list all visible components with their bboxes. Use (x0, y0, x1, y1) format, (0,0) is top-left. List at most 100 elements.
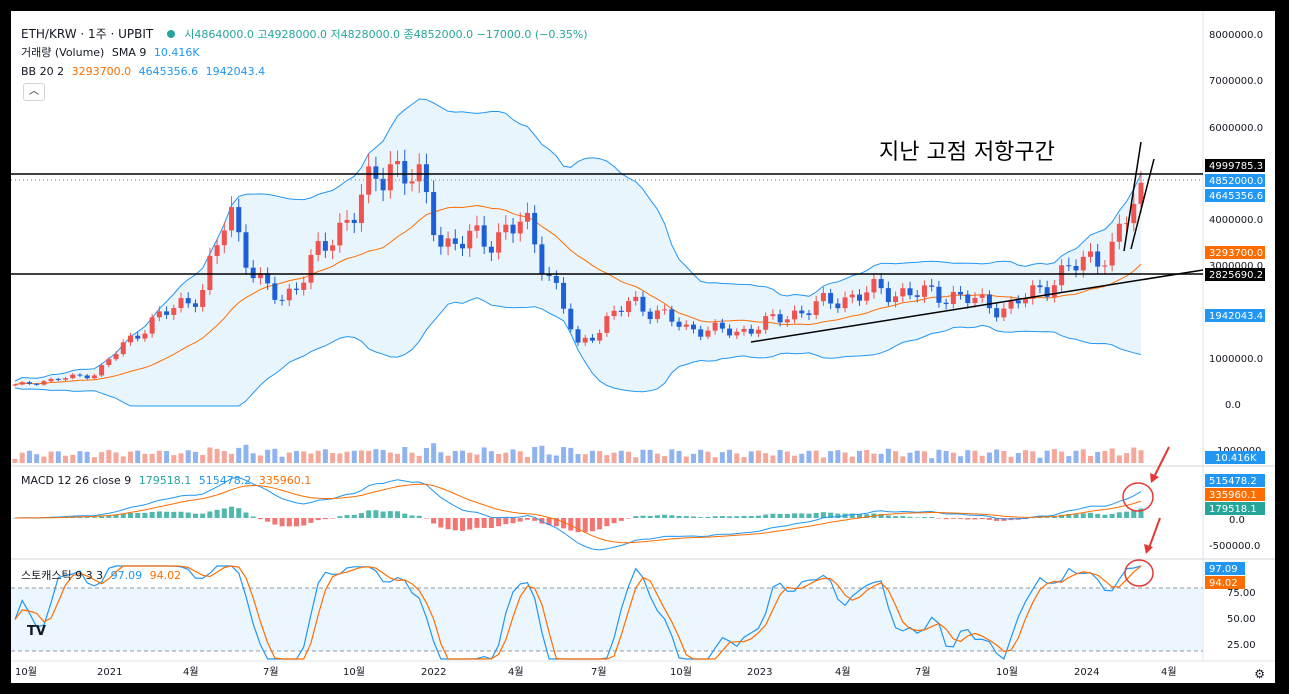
time-axis[interactable]: 10월 2021 4월 7월 10월 2022 4월 7월 10월 2023 4… (15, 666, 1177, 678)
candle-body (452, 238, 458, 244)
time-tick: 10월 (343, 666, 365, 678)
volume-bar (496, 454, 502, 463)
volume-bar (553, 455, 559, 463)
macd-hist-bar (741, 515, 747, 518)
volume-bar (698, 449, 704, 463)
candle-body (358, 194, 364, 224)
macd-hist-bar (972, 518, 978, 520)
volume-bar (229, 453, 235, 463)
chart-canvas[interactable]: 지난 고점 저항구간 8000000.0 7000000.0 6000000.0… (11, 11, 1275, 683)
candle-body (185, 298, 191, 304)
volume-bar (250, 453, 256, 463)
candle-body (257, 273, 263, 279)
stoch-label: 스토캐스틱 9 3 3 (21, 569, 104, 582)
macd-hist-bar (164, 511, 170, 518)
badge-macd: 515478.2 (1209, 476, 1257, 487)
candle-body (156, 311, 162, 318)
trendline-rising[interactable] (750, 269, 1204, 343)
macd-hist-bar (532, 518, 538, 521)
macd-hist-bar (77, 516, 83, 518)
candle-body (221, 230, 227, 246)
macd-hist-bar (99, 516, 105, 518)
macd-hist-bar (553, 518, 559, 527)
volume-bar (1008, 456, 1014, 463)
volume-bar (294, 450, 299, 463)
volume-bar (452, 450, 458, 463)
volume-bar (373, 449, 379, 463)
annotation-text[interactable]: 지난 고점 저항구간 (879, 140, 1055, 165)
price-tick: 6000000.0 (1209, 123, 1263, 134)
candle-body (784, 319, 790, 323)
symbol-legend[interactable]: ETH/KRW · 1주 · UPBIT 시4864000.0 고4928000… (21, 25, 592, 42)
macd-hist-bar (727, 516, 733, 518)
stoch-band (11, 588, 1203, 651)
volume-bar (70, 454, 76, 463)
candle-body (748, 328, 754, 334)
stoch-k-value: 97.09 (110, 569, 143, 582)
stochastic-pane (14, 565, 1142, 660)
macd-hist-bar (878, 513, 884, 518)
candle-body (524, 212, 530, 222)
volume-legend[interactable]: 거래량 (Volume) SMA 9 10.416K (21, 44, 204, 60)
macd-hist-bar (236, 508, 242, 518)
macd-hist-bar (503, 518, 509, 525)
volume-bar (1138, 450, 1144, 463)
candle-body (402, 161, 408, 184)
collapse-legend-button[interactable]: ︿ (23, 83, 45, 101)
volume-bar (1059, 451, 1065, 463)
volume-bar (524, 456, 530, 463)
badge-bb-mid: 3293700.0 (1209, 248, 1263, 259)
chart-frame: 지난 고점 저항구간 8000000.0 7000000.0 6000000.0… (11, 11, 1275, 683)
candle-body (510, 224, 516, 234)
macd-hist-bar (279, 518, 285, 527)
macd-hist-bar (893, 516, 899, 518)
macd-hist-bar (763, 514, 769, 518)
trendline-steep-2[interactable] (1130, 158, 1155, 250)
candle-body (106, 359, 112, 366)
candle-body (719, 322, 725, 329)
volume-bar (409, 452, 415, 463)
stoch-legend[interactable]: 스토캐스틱 9 3 3 97.09 94.02 (21, 567, 185, 583)
volume-bar (611, 452, 617, 463)
trendline-steep-1[interactable] (1123, 141, 1142, 252)
volume-bar (1073, 450, 1079, 463)
macd-hist-bar (358, 513, 364, 518)
candle-body (409, 181, 415, 184)
candle-body (467, 230, 473, 249)
candle-body (474, 225, 480, 231)
candle-body (885, 288, 891, 303)
symbol-title[interactable]: ETH/KRW · 1주 · UPBIT (21, 27, 154, 41)
price-axis[interactable]: 8000000.0 7000000.0 6000000.0 4000000.0 … (1209, 30, 1263, 651)
candle-body (178, 298, 184, 309)
candle-body (41, 381, 47, 385)
candle-body (460, 243, 466, 249)
candle-body (380, 178, 386, 191)
candle-body (900, 288, 906, 297)
macd-hist-bar (337, 516, 343, 518)
volume-bar (979, 455, 985, 463)
macd-hist-bar (387, 511, 393, 518)
volume-bar (885, 448, 891, 463)
macd-legend[interactable]: MACD 12 26 close 9 179518.1 515478.2 335… (21, 474, 315, 487)
volume-bar (589, 450, 595, 463)
volume-value: 10.416K (153, 46, 200, 59)
stoch-alert-marker (1124, 517, 1161, 587)
candle-body (936, 286, 942, 303)
volume-bar (857, 450, 862, 463)
volume-bar (12, 458, 18, 463)
volume-bar (351, 450, 357, 463)
volume-bar (286, 452, 292, 463)
candle-body (1051, 285, 1057, 297)
volume-bar (662, 456, 668, 463)
macd-hist-bar (690, 516, 696, 518)
candle-body (517, 221, 523, 234)
tradingview-logo[interactable]: 𝗧𝗩 (27, 624, 46, 639)
candle-body (676, 321, 682, 327)
settings-gear-icon[interactable]: ⚙ (1254, 667, 1265, 681)
macd-hist-bar (784, 513, 790, 518)
candle-body (1030, 285, 1036, 299)
time-tick: 4월 (183, 666, 199, 678)
bb-legend[interactable]: BB 20 2 3293700.0 4645356.6 1942043.4 (21, 65, 269, 78)
macd-hist-bar (416, 515, 422, 518)
macd-hist-bar (1066, 514, 1072, 518)
